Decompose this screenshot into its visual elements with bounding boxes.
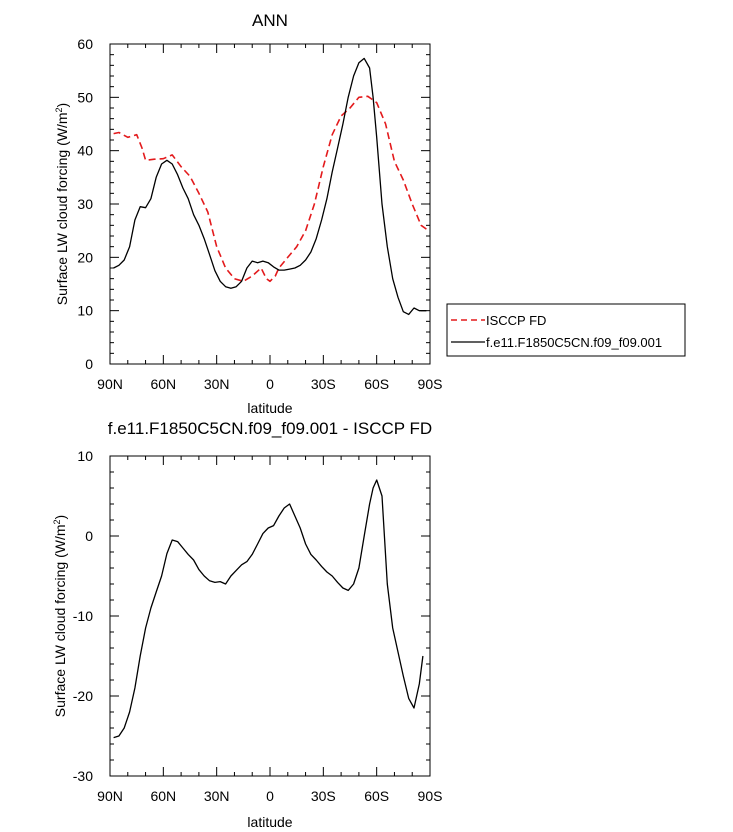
top-series-layer (113, 57, 427, 316)
bottom-y-axis-label-main: Surface LW cloud forcing (W/m (52, 525, 68, 718)
top-chart-title: ANN (252, 11, 288, 30)
top-y-tick-label: 40 (77, 143, 93, 159)
top-y-tick-label: 0 (85, 356, 93, 372)
bottom-x-tick-label: 60N (150, 788, 176, 804)
bottom-y-tick-label: -10 (73, 608, 93, 624)
top-x-tick-label: 60S (364, 376, 389, 392)
top-x-tick-label: 30S (311, 376, 336, 392)
bottom-y-tick-label: 10 (77, 448, 93, 464)
top-y-tick-label: 20 (77, 249, 93, 265)
legend-box (446, 303, 686, 357)
legend-label-isccp: ISCCP FD (486, 313, 546, 328)
bottom-x-tick-label: 60S (364, 788, 389, 804)
bottom-y-tick-label: -30 (73, 768, 93, 784)
top-x-tick-label: 0 (266, 376, 274, 392)
bottom-panel: f.e11.F1850C5CN.f09_f09.001 - ISCCP FD 9… (52, 419, 442, 830)
top-axes: 90N 60N 30N 0 30S 60S 90S 0 10 20 30 40 50 60 (77, 36, 442, 392)
top-y-tick-label: 50 (77, 89, 93, 105)
top-y-tick-label: 10 (77, 303, 93, 319)
top-y-axis-label-close: ) (54, 103, 70, 108)
bottom-x-axis-label: latitude (247, 814, 292, 830)
bottom-x-tick-label: 90N (97, 788, 123, 804)
top-y-tick-label: 30 (77, 196, 93, 212)
bottom-series-layer (113, 479, 424, 739)
bottom-x-tick-label: 90S (418, 788, 443, 804)
top-series-line-0 (113, 95, 427, 283)
bottom-axes: 90N 60N 30N 0 30S 60S 90S -30 -20 -10 0 10 (73, 448, 443, 804)
legend: ISCCP FD f.e11.F1850C5CN.f09_f09.001 (446, 303, 686, 357)
bottom-y-axis-label: Surface LW cloud forcing (W/m2) (52, 515, 68, 717)
bottom-x-tick-label: 30S (311, 788, 336, 804)
bottom-series-line-0 (113, 479, 424, 739)
top-y-axis-label: Surface LW cloud forcing (W/m2) (54, 103, 70, 305)
top-y-axis-label-main: Surface LW cloud forcing (W/m (54, 113, 70, 306)
top-y-axis-label-sup: 2 (54, 107, 64, 112)
bottom-x-tick-label: 30N (204, 788, 230, 804)
top-y-tick-label: 60 (77, 36, 93, 52)
bottom-y-tick-label: 0 (85, 528, 93, 544)
top-x-tick-label: 90N (97, 376, 123, 392)
legend-label-model: f.e11.F1850C5CN.f09_f09.001 (486, 335, 662, 350)
top-series-line-1 (113, 57, 427, 316)
top-panel: ANN 90N 60N 30N 0 30S 60S 90S 0 10 20 30 40 50 60 lat… (54, 11, 686, 416)
bottom-y-axis-label-sup: 2 (52, 519, 62, 524)
top-x-tick-label: 60N (150, 376, 176, 392)
top-x-axis-label: latitude (247, 400, 292, 416)
bottom-chart-title: f.e11.F1850C5CN.f09_f09.001 - ISCCP FD (108, 419, 432, 438)
bottom-x-tick-label: 0 (266, 788, 274, 804)
bottom-y-tick-label: -20 (73, 688, 93, 704)
bottom-y-axis-label-close: ) (52, 515, 68, 520)
top-x-tick-label: 90S (418, 376, 443, 392)
top-x-tick-label: 30N (204, 376, 230, 392)
